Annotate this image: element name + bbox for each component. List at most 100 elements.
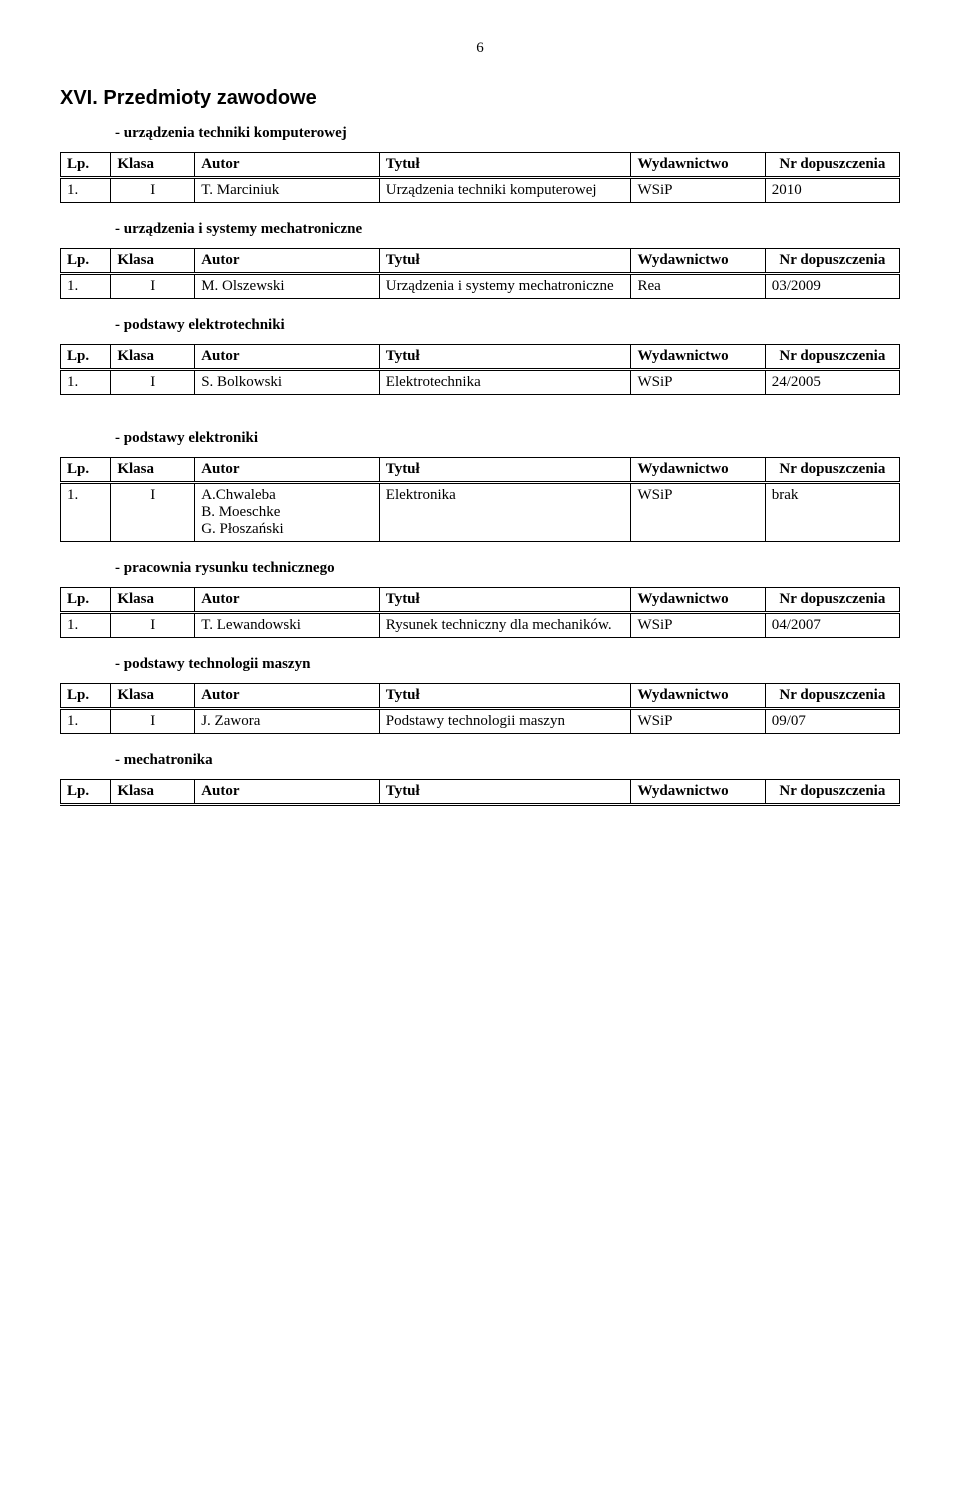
- subsection-title: - pracownia rysunku technicznego: [115, 560, 900, 577]
- cell: 1.: [61, 613, 111, 638]
- col-autor: Autor: [195, 345, 380, 370]
- cell: Rea: [631, 274, 765, 299]
- subsection-title: - podstawy elektroniki: [115, 430, 900, 447]
- cell: T. Lewandowski: [195, 613, 380, 638]
- table-row: 1.IT. LewandowskiRysunek techniczny dla …: [61, 613, 900, 638]
- cell: 1.: [61, 274, 111, 299]
- col-lp: Lp.: [61, 458, 111, 483]
- col-klasa: Klasa: [111, 249, 195, 274]
- col-lp: Lp.: [61, 588, 111, 613]
- cell: WSiP: [631, 709, 765, 734]
- col-wydawnictwo: Wydawnictwo: [631, 153, 765, 178]
- cell: M. Olszewski: [195, 274, 380, 299]
- col-wydawnictwo: Wydawnictwo: [631, 458, 765, 483]
- cell: Urządzenia i systemy mechatroniczne: [379, 274, 631, 299]
- col-tytul: Tytuł: [379, 780, 631, 805]
- col-lp: Lp.: [61, 153, 111, 178]
- cell: Elektronika: [379, 483, 631, 542]
- col-wydawnictwo: Wydawnictwo: [631, 588, 765, 613]
- col-autor: Autor: [195, 153, 380, 178]
- col-autor: Autor: [195, 458, 380, 483]
- cell: 1.: [61, 178, 111, 203]
- col-klasa: Klasa: [111, 345, 195, 370]
- cell: 03/2009: [765, 274, 899, 299]
- col-lp: Lp.: [61, 345, 111, 370]
- data-table: Lp.KlasaAutorTytułWydawnictwoNr dopuszcz…: [60, 457, 900, 542]
- col-nr: Nr dopuszczenia: [765, 588, 899, 613]
- cell: J. Zawora: [195, 709, 380, 734]
- cell: 09/07: [765, 709, 899, 734]
- col-nr: Nr dopuszczenia: [765, 458, 899, 483]
- col-tytul: Tytuł: [379, 153, 631, 178]
- sections-container: - urządzenia techniki komputerowejLp.Kla…: [60, 125, 900, 806]
- subsection-title: - urządzenia i systemy mechatroniczne: [115, 221, 900, 238]
- col-autor: Autor: [195, 780, 380, 805]
- data-table: Lp.KlasaAutorTytułWydawnictwoNr dopuszcz…: [60, 152, 900, 203]
- cell: I: [111, 370, 195, 395]
- cell: S. Bolkowski: [195, 370, 380, 395]
- col-autor: Autor: [195, 684, 380, 709]
- col-lp: Lp.: [61, 684, 111, 709]
- col-klasa: Klasa: [111, 588, 195, 613]
- data-table: Lp.KlasaAutorTytułWydawnictwoNr dopuszcz…: [60, 587, 900, 638]
- col-tytul: Tytuł: [379, 588, 631, 613]
- cell: A.ChwalebaB. MoeschkeG. Płoszański: [195, 483, 380, 542]
- cell: Rysunek techniczny dla mechaników.: [379, 613, 631, 638]
- cell: I: [111, 274, 195, 299]
- col-autor: Autor: [195, 249, 380, 274]
- col-lp: Lp.: [61, 249, 111, 274]
- col-wydawnictwo: Wydawnictwo: [631, 780, 765, 805]
- col-klasa: Klasa: [111, 780, 195, 805]
- table-row: 1.IS. BolkowskiElektrotechnikaWSiP24/200…: [61, 370, 900, 395]
- cell: Podstawy technologii maszyn: [379, 709, 631, 734]
- data-table: Lp.KlasaAutorTytułWydawnictwoNr dopuszcz…: [60, 344, 900, 395]
- col-tytul: Tytuł: [379, 458, 631, 483]
- cell: 04/2007: [765, 613, 899, 638]
- col-nr: Nr dopuszczenia: [765, 249, 899, 274]
- subsection-title: - podstawy technologii maszyn: [115, 656, 900, 673]
- cell: WSiP: [631, 483, 765, 542]
- cell: Urządzenia techniki komputerowej: [379, 178, 631, 203]
- data-table: Lp.KlasaAutorTytułWydawnictwoNr dopuszcz…: [60, 683, 900, 734]
- col-klasa: Klasa: [111, 153, 195, 178]
- cell: WSiP: [631, 613, 765, 638]
- section-heading: XVI. Przedmioty zawodowe: [60, 87, 900, 110]
- cell: 1.: [61, 483, 111, 542]
- cell: I: [111, 483, 195, 542]
- col-nr: Nr dopuszczenia: [765, 780, 899, 805]
- col-nr: Nr dopuszczenia: [765, 684, 899, 709]
- col-klasa: Klasa: [111, 684, 195, 709]
- cell: brak: [765, 483, 899, 542]
- cell: I: [111, 709, 195, 734]
- cell: 24/2005: [765, 370, 899, 395]
- col-tytul: Tytuł: [379, 345, 631, 370]
- col-autor: Autor: [195, 588, 380, 613]
- cell: Elektrotechnika: [379, 370, 631, 395]
- col-klasa: Klasa: [111, 458, 195, 483]
- cell: I: [111, 613, 195, 638]
- table-row: 1.IJ. ZaworaPodstawy technologii maszynW…: [61, 709, 900, 734]
- cell: T. Marciniuk: [195, 178, 380, 203]
- col-tytul: Tytuł: [379, 249, 631, 274]
- cell: 1.: [61, 709, 111, 734]
- cell: I: [111, 178, 195, 203]
- table-row: 1.IA.ChwalebaB. MoeschkeG. PłoszańskiEle…: [61, 483, 900, 542]
- cell: 1.: [61, 370, 111, 395]
- cell: 2010: [765, 178, 899, 203]
- col-nr: Nr dopuszczenia: [765, 345, 899, 370]
- page-number: 6: [60, 40, 900, 57]
- cell: WSiP: [631, 370, 765, 395]
- data-table: Lp.KlasaAutorTytułWydawnictwoNr dopuszcz…: [60, 779, 900, 806]
- cell: WSiP: [631, 178, 765, 203]
- subsection-title: - podstawy elektrotechniki: [115, 317, 900, 334]
- table-row: 1.IM. OlszewskiUrządzenia i systemy mech…: [61, 274, 900, 299]
- col-lp: Lp.: [61, 780, 111, 805]
- data-table: Lp.KlasaAutorTytułWydawnictwoNr dopuszcz…: [60, 248, 900, 299]
- subsection-title: - mechatronika: [115, 752, 900, 769]
- col-tytul: Tytuł: [379, 684, 631, 709]
- col-wydawnictwo: Wydawnictwo: [631, 249, 765, 274]
- col-wydawnictwo: Wydawnictwo: [631, 684, 765, 709]
- table-row: 1.IT. MarciniukUrządzenia techniki kompu…: [61, 178, 900, 203]
- col-nr: Nr dopuszczenia: [765, 153, 899, 178]
- col-wydawnictwo: Wydawnictwo: [631, 345, 765, 370]
